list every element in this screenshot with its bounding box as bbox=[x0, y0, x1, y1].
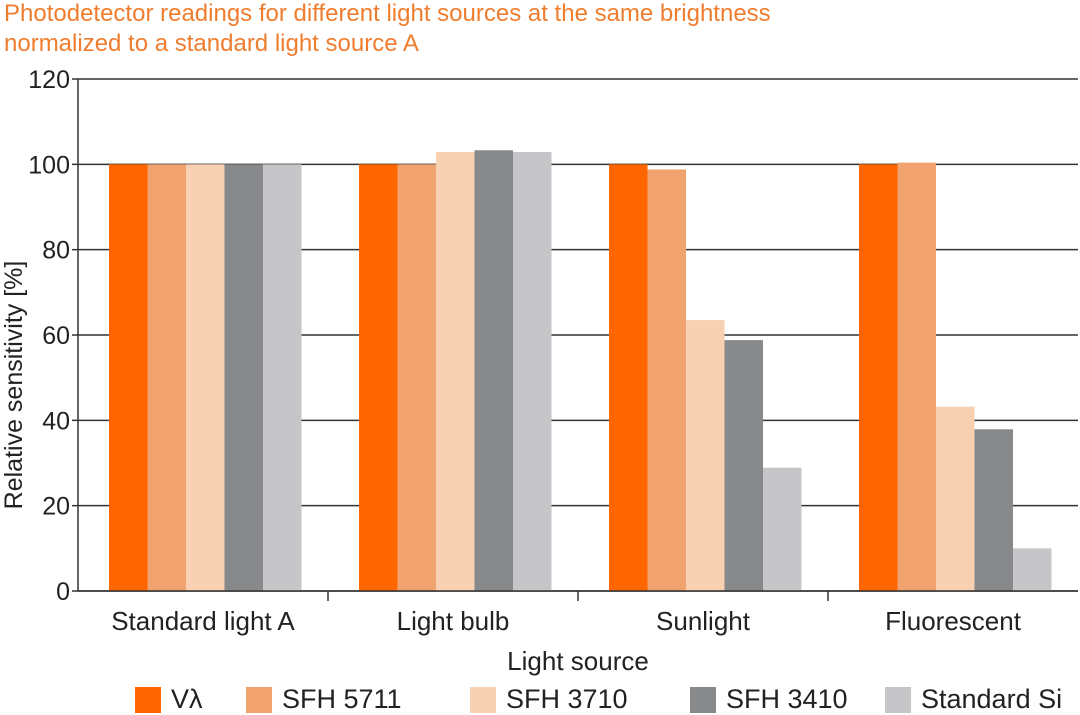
legend-item: SFH 3710 bbox=[470, 684, 628, 715]
legend: Vλ SFH 5711 SFH 3710 SFH 3410 Standard Si bbox=[0, 684, 1080, 715]
bar-sfh-5711 bbox=[147, 164, 186, 592]
chart-title: Photodetector readings for different lig… bbox=[4, 0, 771, 27]
legend-item: Vλ bbox=[135, 684, 203, 715]
bar-sfh-3710 bbox=[436, 151, 475, 591]
bar-sfh-3710 bbox=[186, 164, 225, 592]
x-tick-label: Sunlight bbox=[656, 606, 751, 636]
bar-standard-si bbox=[1013, 548, 1052, 591]
bar-vλ bbox=[109, 164, 148, 592]
bar-sfh-3410 bbox=[224, 164, 263, 592]
x-tick-label: Light bulb bbox=[397, 606, 510, 636]
legend-label: SFH 3710 bbox=[506, 684, 628, 714]
x-axis-label: Light source bbox=[507, 646, 649, 676]
legend-swatch bbox=[470, 686, 496, 713]
y-tick-label: 80 bbox=[42, 237, 70, 265]
bar-sfh-5711 bbox=[647, 169, 686, 591]
bar-standard-si bbox=[513, 151, 552, 591]
bar-sfh-3410 bbox=[474, 150, 513, 591]
legend-label: Standard Si bbox=[921, 684, 1063, 714]
bar-sfh-3710 bbox=[936, 406, 975, 591]
legend-item: SFH 3410 bbox=[690, 684, 848, 715]
legend-label: Vλ bbox=[171, 684, 203, 714]
bar-sfh-5711 bbox=[897, 162, 936, 592]
chart-subtitle: normalized to a standard light source A bbox=[4, 30, 419, 57]
legend-swatch bbox=[885, 686, 911, 713]
legend-label: SFH 3410 bbox=[726, 684, 848, 714]
y-tick-label: 60 bbox=[42, 322, 70, 350]
bar-standard-si bbox=[763, 467, 802, 591]
bar-vλ bbox=[859, 164, 898, 592]
y-tick-label: 40 bbox=[42, 407, 70, 435]
y-tick-label: 20 bbox=[42, 493, 70, 521]
legend-swatch bbox=[135, 686, 161, 713]
y-tick-label: 0 bbox=[56, 578, 70, 606]
bar-vλ bbox=[609, 164, 648, 592]
bar-standard-si bbox=[263, 164, 302, 592]
legend-label: SFH 5711 bbox=[282, 684, 402, 714]
bar-sfh-3410 bbox=[724, 340, 763, 591]
bar-vλ bbox=[359, 164, 398, 592]
legend-item: Standard Si bbox=[885, 684, 1062, 715]
legend-swatch bbox=[690, 686, 716, 713]
x-tick-label: Fluorescent bbox=[885, 606, 1022, 636]
bar-sfh-3410 bbox=[974, 429, 1013, 591]
y-axis-label: Relative sensitivity [%] bbox=[0, 261, 28, 510]
bar-sfh-3710 bbox=[686, 320, 725, 591]
legend-item: SFH 5711 bbox=[246, 684, 402, 715]
legend-swatch bbox=[246, 686, 272, 713]
bar-sfh-5711 bbox=[397, 164, 436, 592]
y-tick-label: 120 bbox=[28, 66, 70, 94]
y-tick-label: 100 bbox=[28, 151, 70, 179]
x-tick-label: Standard light A bbox=[111, 606, 295, 636]
